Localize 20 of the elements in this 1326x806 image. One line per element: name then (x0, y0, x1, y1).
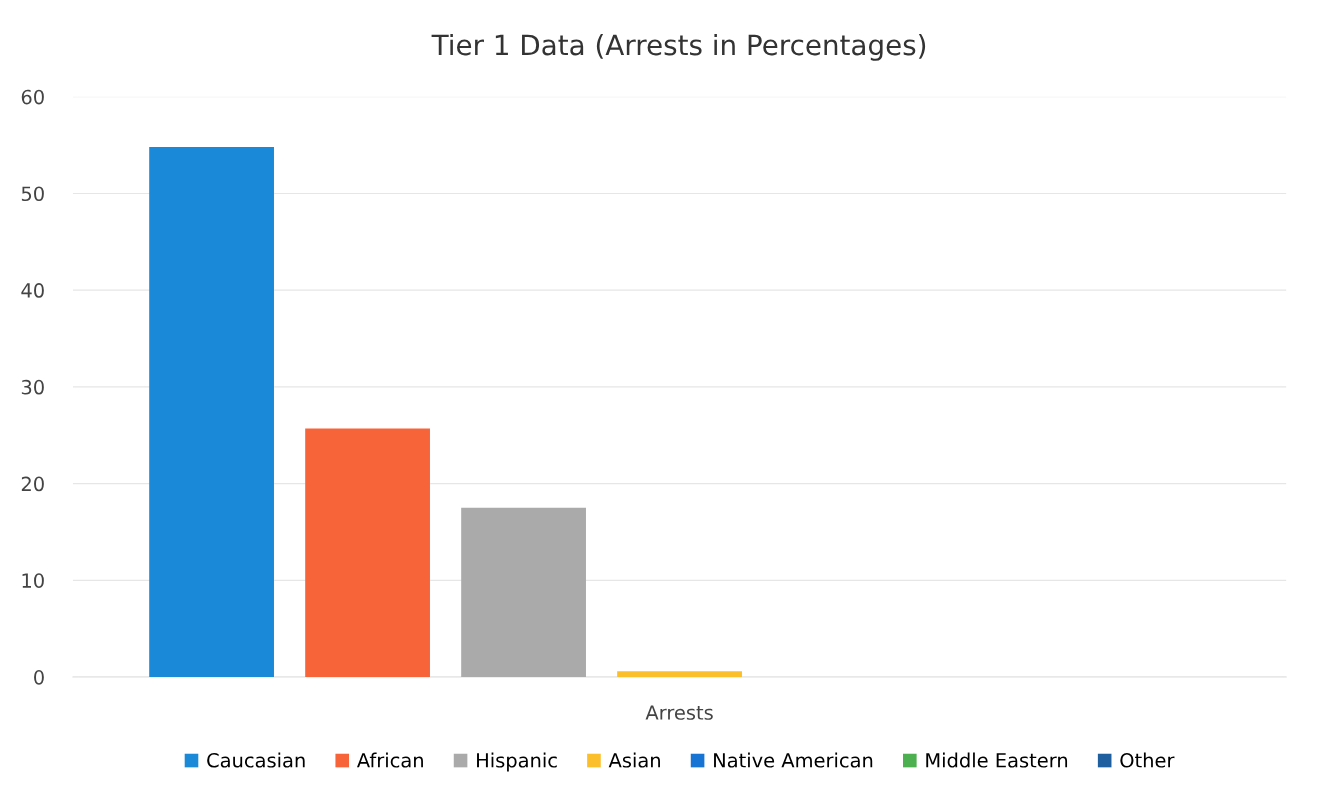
bar (149, 147, 274, 678)
y-tick-label: 30 (21, 379, 44, 395)
y-tick-label: 0 (34, 670, 44, 685)
x-tick-label: Arrests (645, 705, 713, 720)
y-tick-label: 40 (21, 283, 44, 298)
bar (305, 428, 430, 678)
legend-label: Hispanic (477, 752, 557, 772)
y-tick-label: 10 (22, 573, 44, 588)
y-tick-label: 20 (21, 476, 44, 492)
bar (461, 507, 586, 678)
bar (617, 671, 742, 678)
legend-label: Caucasian (207, 752, 305, 768)
y-tick-label: 50 (21, 186, 44, 202)
legend-label: Middle Eastern (926, 752, 1068, 768)
legend-label: Asian (608, 752, 660, 768)
legend-label: African (356, 752, 423, 768)
legend-label: Other (1120, 752, 1175, 768)
legend-label: Native American (714, 752, 873, 768)
chart-title: Tier 1 Data (Arrests in Percentages) (431, 33, 926, 61)
y-tick-label: 60 (21, 89, 44, 105)
